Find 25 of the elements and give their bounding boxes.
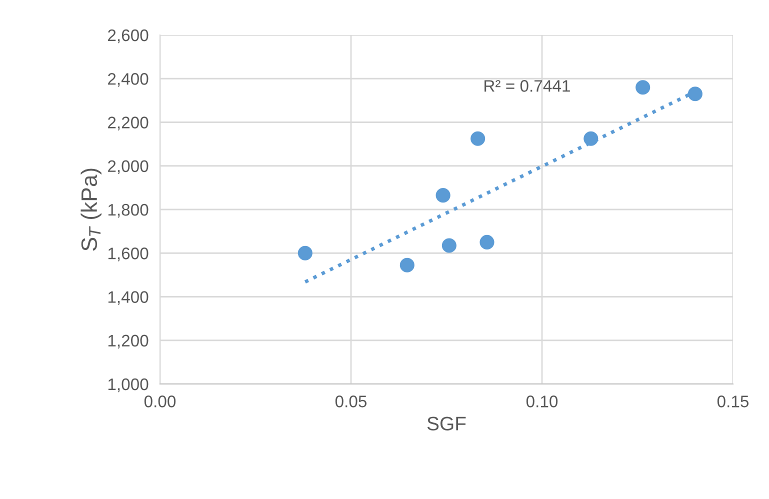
point [298,246,312,260]
y-tick-label: 2,200 [108,116,148,130]
point [436,188,450,203]
point [442,238,456,253]
y-tick-label: 2,000 [108,160,148,174]
point [688,86,702,102]
y-tick-label: 1,000 [108,378,148,392]
y-tick-label: 1,600 [108,248,148,262]
x-tick-label: 0.00 [144,396,176,408]
point [584,131,598,146]
y-tick-label: 2,400 [108,73,148,87]
y-axis-title: S$_{T}$ (kPa) [80,168,102,251]
x-tick-label: 0.15 [717,396,749,408]
y-tick-label: 1,800 [108,204,148,218]
x-axis-title: SGF [427,416,466,430]
y-tick-label: 2,600 [108,29,148,44]
y-tick-label: 1,400 [108,291,148,305]
annotation: R² = 0.7441 [484,80,570,92]
x-tick-label: 0.10 [526,396,558,408]
y-tick-label: 1,200 [108,334,148,349]
point [636,80,650,95]
point [470,131,486,146]
x-tick-label: 0.05 [335,396,367,408]
point [400,258,414,272]
point [480,234,494,250]
